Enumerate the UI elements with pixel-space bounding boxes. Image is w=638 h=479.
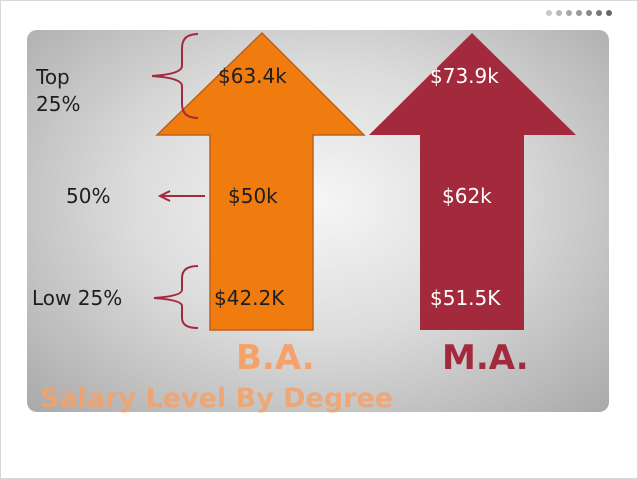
dot-icon xyxy=(546,10,552,16)
dot-icon xyxy=(606,10,612,16)
dot-icon xyxy=(596,10,602,16)
level-top-label: Top 25% xyxy=(36,65,81,116)
ba-low-value: $42.2K xyxy=(214,286,285,310)
ma-degree-label: M.A. xyxy=(442,338,529,378)
level-low-label: Low 25% xyxy=(32,286,123,310)
dot-icon xyxy=(576,10,582,16)
dot-icon xyxy=(566,10,572,16)
level-median-label: 50% xyxy=(66,184,111,208)
ba-median-value: $50k xyxy=(228,184,278,208)
ba-degree-label: B.A. xyxy=(236,338,315,378)
median-arrow-icon xyxy=(157,190,171,202)
ma-median-value: $62k xyxy=(442,184,492,208)
dot-icon xyxy=(586,10,592,16)
ba-arrow xyxy=(155,31,366,331)
top-bracket-icon xyxy=(151,33,199,119)
low-bracket-icon xyxy=(153,265,199,329)
slide-title: Salary Level By Degree xyxy=(40,383,394,414)
ma-low-value: $51.5K xyxy=(430,286,501,310)
ba-top-value: $63.4k xyxy=(218,64,287,88)
ma-top-value: $73.9k xyxy=(430,64,499,88)
ma-arrow xyxy=(369,33,576,330)
dot-icon xyxy=(556,10,562,16)
